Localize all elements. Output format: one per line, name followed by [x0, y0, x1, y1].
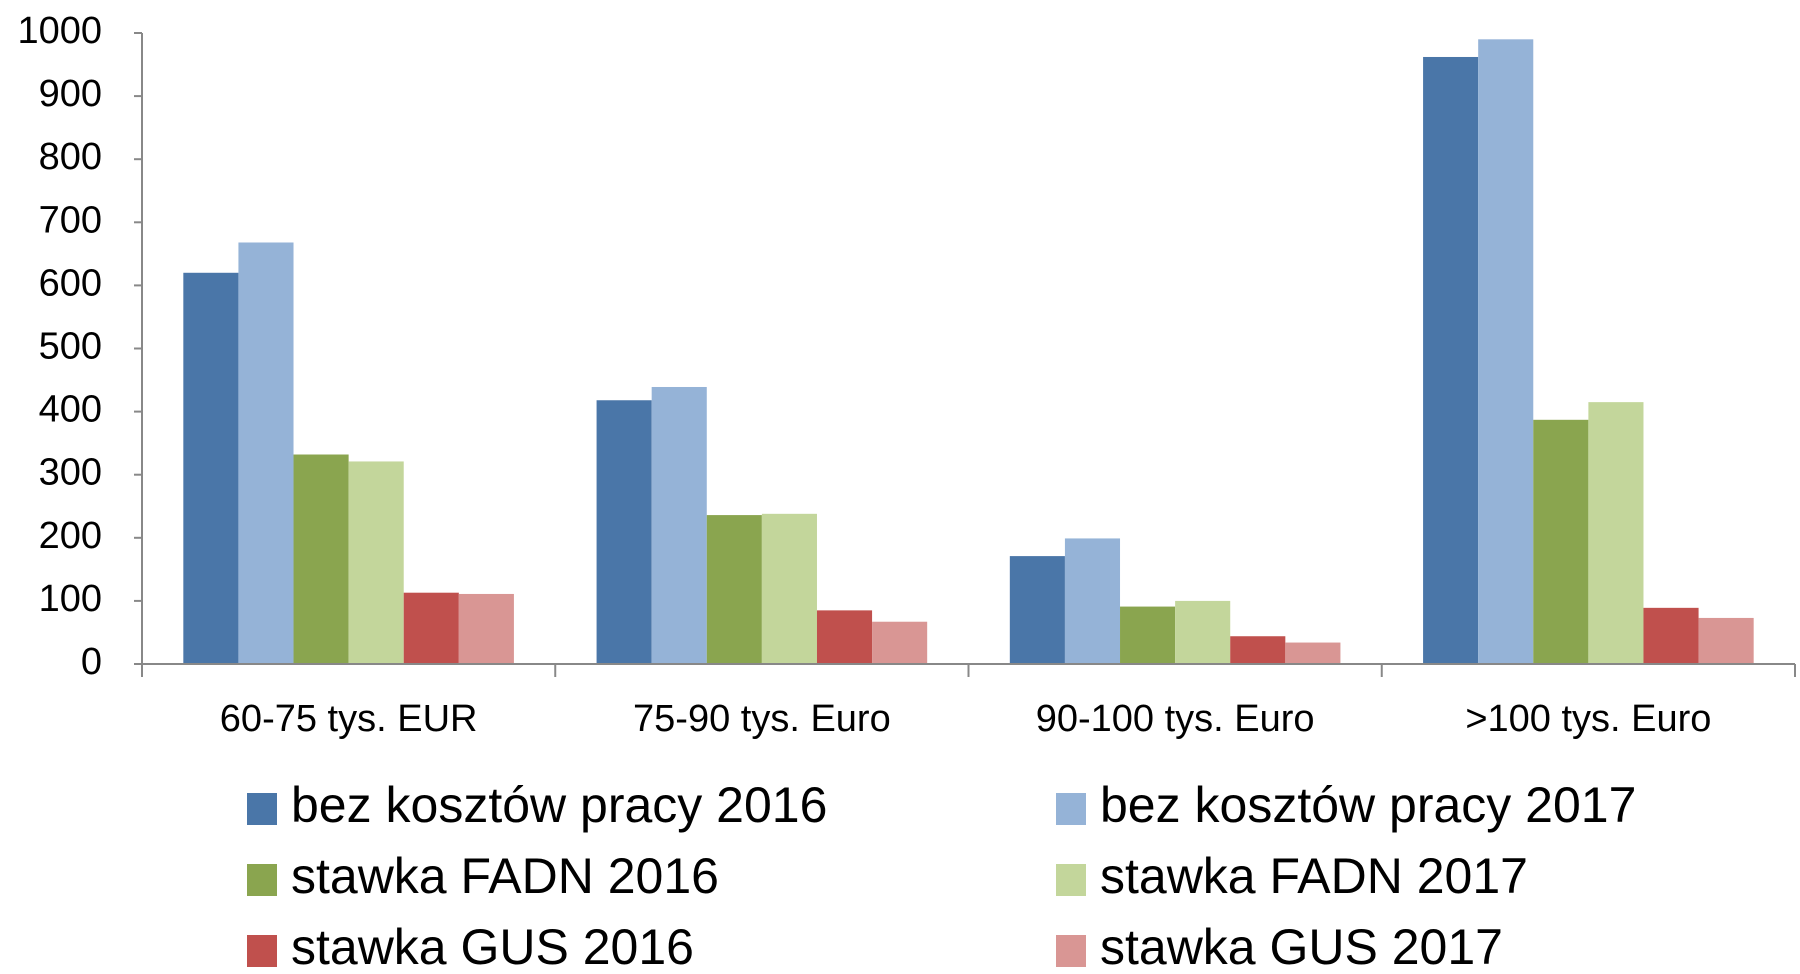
legend-swatch — [1056, 864, 1086, 896]
x-tick-label: >100 tys. Euro — [1465, 698, 1711, 740]
y-tick-label: 1000 — [17, 10, 102, 52]
bar — [706, 515, 762, 664]
legend-label: bez kosztów pracy 2017 — [1100, 777, 1636, 833]
bar — [403, 592, 459, 664]
bar — [816, 610, 873, 664]
legend-swatch — [1056, 935, 1086, 967]
bar — [1698, 617, 1754, 664]
bar — [1533, 419, 1589, 664]
bar — [458, 593, 514, 664]
bar — [1120, 606, 1176, 664]
y-tick-label: 700 — [39, 199, 102, 241]
legend-label: stawka FADN 2017 — [1100, 848, 1528, 904]
bar — [1064, 538, 1121, 664]
legend-label: stawka GUS 2017 — [1100, 919, 1503, 974]
bar — [238, 242, 294, 664]
bar — [1423, 56, 1479, 664]
legend-swatch — [247, 864, 277, 896]
bar — [596, 400, 652, 664]
legend-label: stawka FADN 2016 — [291, 848, 719, 904]
bar — [872, 621, 928, 664]
bar — [348, 461, 404, 664]
bar — [651, 386, 707, 664]
y-tick-label: 100 — [39, 578, 102, 620]
x-tick-label: 60-75 tys. EUR — [220, 698, 478, 740]
bar — [1230, 636, 1286, 664]
y-tick-label: 300 — [39, 452, 102, 494]
legend-label: stawka GUS 2016 — [291, 919, 694, 974]
bar — [293, 454, 349, 664]
x-tick-label: 90-100 tys. Euro — [1036, 698, 1315, 740]
y-tick-label: 400 — [39, 389, 102, 431]
y-tick-label: 500 — [39, 326, 102, 368]
bar — [1478, 39, 1534, 665]
bar — [761, 513, 817, 664]
bar — [183, 272, 239, 664]
y-tick-label: 600 — [39, 262, 102, 304]
legend-label: bez kosztów pracy 2016 — [291, 777, 827, 833]
legend-swatch — [1056, 793, 1086, 825]
x-tick-label: 75-90 tys. Euro — [633, 698, 891, 740]
legend-swatch — [247, 793, 277, 825]
bar — [1643, 607, 1699, 664]
bar — [1175, 600, 1231, 664]
y-tick-label: 800 — [39, 136, 102, 178]
y-tick-label: 0 — [81, 641, 102, 683]
bar — [1009, 556, 1065, 664]
legend-swatch — [247, 935, 277, 967]
y-tick-label: 200 — [39, 515, 102, 557]
bar — [1588, 402, 1644, 664]
bar — [1285, 642, 1341, 664]
y-tick-label: 900 — [39, 73, 102, 115]
